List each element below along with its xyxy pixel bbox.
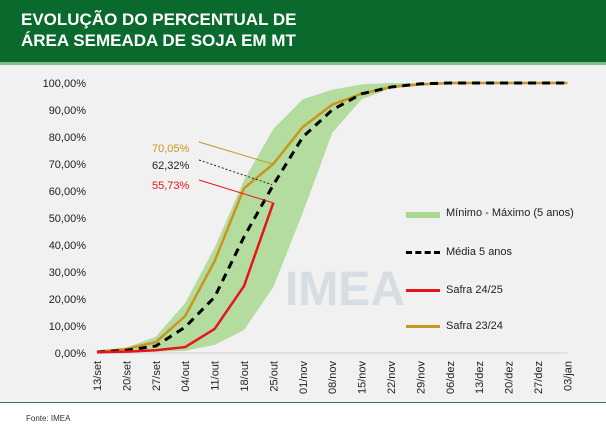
legend-label: Safra 24/25	[446, 284, 503, 296]
y-tick-label: 40,00%	[49, 240, 87, 252]
legend-item-2425: Safra 24/25	[406, 284, 606, 296]
legend-item-mean: Média 5 anos	[406, 246, 606, 258]
legend-label: Safra 23/24	[446, 320, 503, 332]
y-tick-label: 20,00%	[49, 294, 87, 306]
legend-swatch-mean	[406, 251, 440, 254]
annotation-label: 55,73%	[152, 180, 190, 192]
y-tick-label: 0,00%	[55, 348, 86, 360]
header: EVOLUÇÃO DO PERCENTUAL DE ÁREA SEMEADA D…	[0, 0, 606, 65]
x-tick-label: 20/dez	[504, 361, 516, 394]
x-tick-label: 20/set	[121, 361, 133, 391]
x-tick-label: 04/out	[180, 361, 192, 392]
y-tick-label: 30,00%	[49, 267, 87, 279]
y-tick-label: 70,00%	[49, 159, 87, 171]
page-title: EVOLUÇÃO DO PERCENTUAL DE ÁREA SEMEADA D…	[21, 9, 361, 51]
legend-label: Mínimo - Máximo (5 anos)	[446, 207, 586, 220]
y-tick-label: 60,00%	[49, 186, 87, 198]
x-tick-label: 06/dez	[445, 361, 457, 394]
x-tick-label: 25/out	[268, 361, 280, 392]
x-tick-label: 13/dez	[474, 361, 486, 394]
annotation-label: 62,32%	[152, 160, 190, 172]
x-tick-label: 27/set	[151, 361, 163, 391]
x-tick-label: 18/out	[239, 361, 251, 392]
x-tick-label: 01/nov	[298, 361, 310, 395]
y-tick-label: 10,00%	[49, 321, 87, 333]
legend-swatch-2425	[406, 289, 440, 292]
legend-swatch-range	[406, 212, 440, 218]
footer: Fonte: IMEA	[0, 402, 606, 433]
x-tick-label: 11/out	[210, 361, 222, 391]
y-tick-label: 80,00%	[49, 132, 87, 144]
legend-item-2324: Safra 23/24	[406, 320, 606, 332]
x-tick-label: 27/dez	[533, 361, 545, 394]
y-tick-label: 100,00%	[43, 78, 87, 90]
title-line-2: ÁREA SEMEADA DE SOJA EM MT	[21, 30, 361, 51]
annotation-label: 70,05%	[152, 143, 190, 155]
y-tick-label: 50,00%	[49, 213, 87, 225]
x-tick-label: 08/nov	[327, 361, 339, 395]
source-note: Fonte: IMEA	[26, 414, 70, 423]
watermark: IMEA	[285, 263, 405, 316]
x-tick-label: 15/nov	[357, 361, 369, 395]
chart: IMEA 0,00% 10,00% 20,00% 30,00% 40,00% 50,00% 6…	[0, 65, 606, 402]
y-tick-label: 90,00%	[49, 105, 87, 117]
legend-swatch-2324	[406, 325, 440, 328]
x-tick-label: 29/nov	[415, 361, 427, 395]
x-tick-label: 13/set	[92, 361, 104, 391]
x-tick-label: 22/nov	[386, 361, 398, 395]
legend-item-range: Mínimo - Máximo (5 anos)	[406, 207, 606, 220]
title-line-1: EVOLUÇÃO DO PERCENTUAL DE	[21, 9, 361, 30]
x-tick-label: 03/jan	[562, 361, 574, 391]
legend-label: Média 5 anos	[446, 246, 512, 258]
